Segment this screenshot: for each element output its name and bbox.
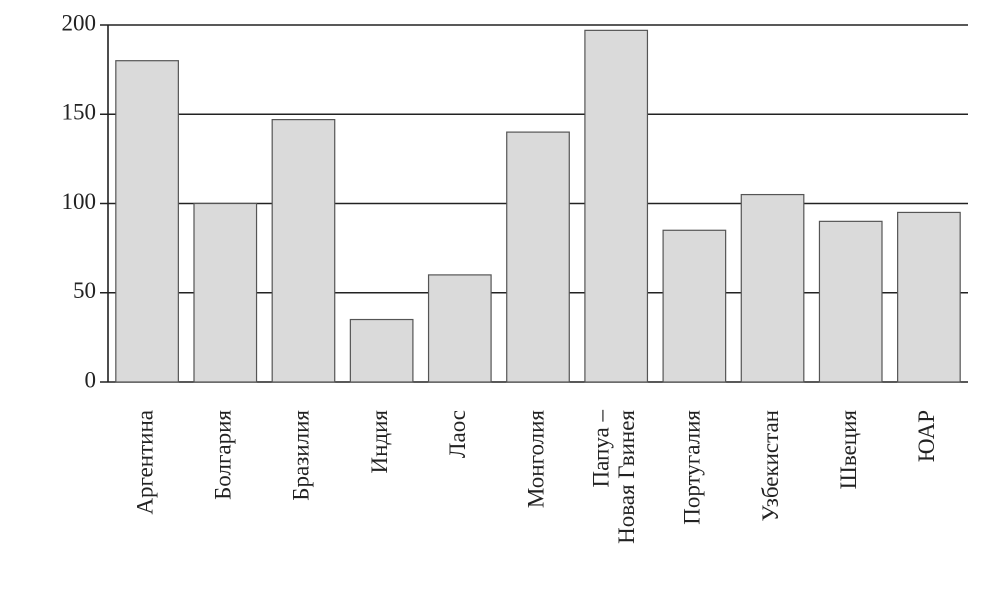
y-tick-label: 150 xyxy=(62,100,97,125)
bar xyxy=(427,274,492,383)
x-tick-label: Папуа –Новая Гвинея xyxy=(589,410,639,544)
y-tick-label: 200 xyxy=(62,10,97,35)
y-tick-label: 0 xyxy=(85,367,97,392)
x-tick-label: Аргентина xyxy=(132,410,157,515)
bar xyxy=(349,318,414,383)
bar xyxy=(506,131,570,383)
label-line: Новая Гвинея xyxy=(614,410,639,544)
y-tick-label: 50 xyxy=(73,278,96,303)
bar xyxy=(897,211,961,383)
x-tick-label: Швеция xyxy=(836,410,861,490)
x-tick-label: Монголия xyxy=(523,410,548,509)
bar xyxy=(193,202,258,383)
bar xyxy=(271,119,336,383)
x-tick-label: Индия xyxy=(367,410,392,474)
bar xyxy=(740,193,805,383)
x-tick-label: Португалия xyxy=(680,410,705,525)
x-tick-label: Лаос xyxy=(445,410,470,458)
x-tick-label: Болгария xyxy=(211,410,236,500)
x-tick-label: ЮАР xyxy=(914,410,939,462)
bar xyxy=(818,220,883,383)
label-line: Папуа – xyxy=(589,410,614,488)
y-tick-label: 100 xyxy=(62,189,97,214)
bar xyxy=(584,29,649,383)
x-tick-label: Бразилия xyxy=(289,410,314,501)
bar xyxy=(662,229,727,383)
bar xyxy=(115,60,179,383)
x-tick-label: Узбекистан xyxy=(758,410,783,522)
